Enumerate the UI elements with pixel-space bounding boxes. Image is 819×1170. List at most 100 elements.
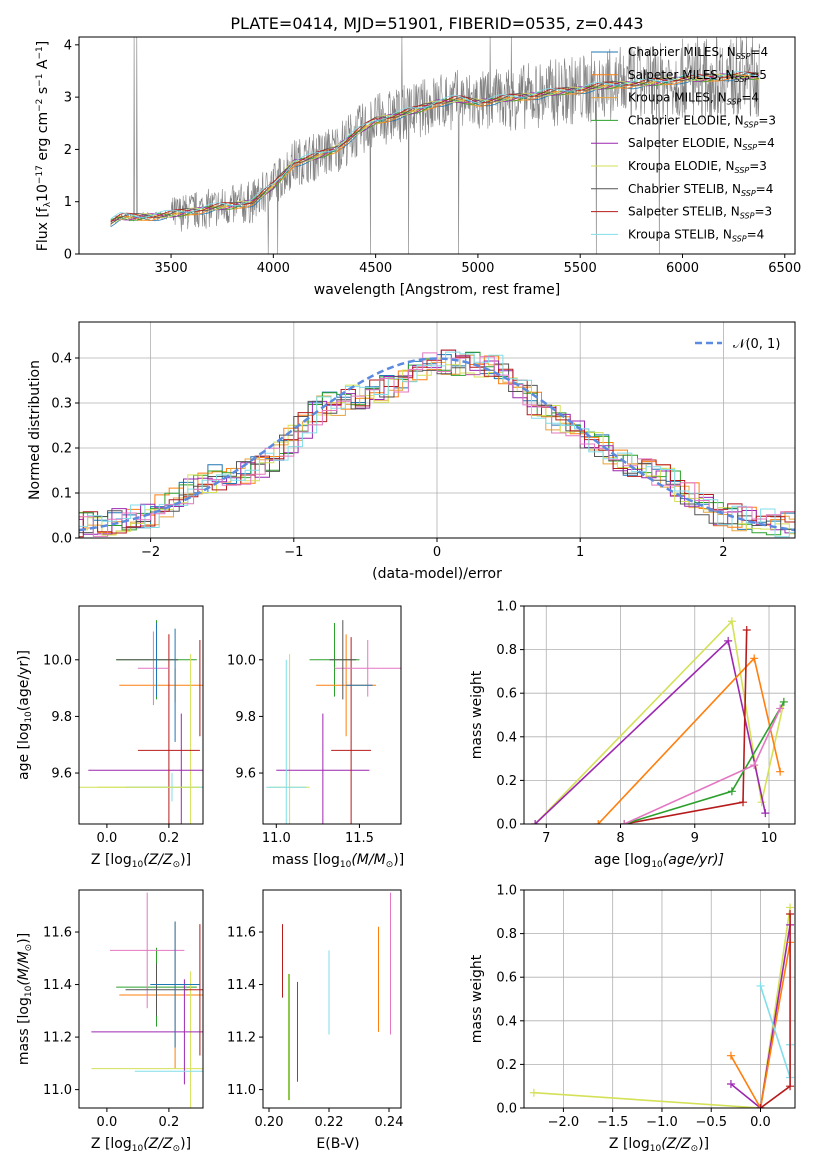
- y-tick-label: 11.0: [43, 1083, 72, 1098]
- mass-z-x-label: Z [log10(Z/Z⊙)]: [91, 1136, 191, 1154]
- residual-y-ticks: 0.0 0.1 0.2 0.3 0.4: [51, 352, 79, 547]
- y-tick-label: 0.4: [496, 730, 517, 745]
- weight-z-marker: [726, 1080, 735, 1089]
- weight-z-line: [759, 985, 791, 1078]
- y-tick-label: 0.2: [496, 774, 517, 789]
- y-tick-label: 11.6: [43, 926, 72, 941]
- x-tick-label: 0.20: [255, 1115, 284, 1130]
- x-tick-label: 9: [691, 831, 699, 846]
- x-tick-label: 8: [616, 831, 624, 846]
- gaussian-legend-label: 𝒩(0, 1): [733, 337, 780, 352]
- model-spectrum-line: [110, 71, 759, 223]
- weight-z-y-ticks: 0.0 0.2 0.4 0.6 0.8 1.0: [496, 884, 524, 1117]
- weight-age-marker: [750, 761, 759, 770]
- age-z-y-ticks: 9.6 9.8 10.0: [43, 653, 79, 782]
- x-tick-label: −2.0: [548, 1115, 580, 1130]
- weight-z-marker: [756, 981, 765, 990]
- y-tick-label: 0.4: [51, 352, 72, 367]
- age-mass-y-ticks: 9.6 9.8 10.0: [227, 653, 263, 782]
- weight-age-y-label: mass weight: [469, 670, 485, 759]
- legend-label: Chabrier MILES, NSSP=4: [628, 45, 768, 61]
- model-spectrum-line: [110, 73, 759, 222]
- weight-age-line: [534, 619, 785, 824]
- weight-age-marker: [724, 636, 733, 645]
- legend-label: Chabrier ELODIE, NSSP=3: [628, 113, 776, 129]
- weight-age-y-ticks: 0.0 0.2 0.4 0.6 0.8 1.0: [496, 600, 524, 833]
- x-tick-label: 7: [542, 831, 550, 846]
- spectrum-y-label: Flux [fλ10−17 erg cm−2 s−1 A−1]: [35, 41, 53, 251]
- residual-histograms: [79, 349, 795, 538]
- legend-label: Salpeter STELIB, NSSP=3: [628, 205, 772, 221]
- x-tick-label: −2: [141, 545, 160, 560]
- age-z-y-label: age [log10(age/yr)]: [16, 650, 34, 780]
- x-tick-label: 4500: [359, 261, 392, 276]
- weight-age-marker: [620, 820, 629, 824]
- y-tick-label: 2: [64, 143, 72, 158]
- spectrum-x-ticks: 3500 4000 4500 5000 5500 6000 6500: [155, 254, 801, 276]
- x-tick-label: 6000: [666, 261, 699, 276]
- age-mass-x-ticks: 11.0 11.5: [262, 824, 374, 846]
- weight-age-marker: [727, 617, 736, 626]
- weight-age-marker: [727, 787, 736, 796]
- y-tick-label: 11.2: [227, 1031, 256, 1046]
- y-tick-label: 0.2: [496, 1058, 517, 1073]
- y-tick-label: 10.0: [227, 653, 256, 668]
- x-tick-label: 0.22: [315, 1115, 344, 1130]
- age-vs-mass-panel: 11.0 11.5 9.6 9.8 10.0 mass [log10(M/M⊙)]: [227, 605, 404, 870]
- x-tick-label: 3500: [155, 261, 188, 276]
- y-tick-label: 0.0: [496, 1102, 517, 1117]
- x-tick-label: −1: [284, 545, 303, 560]
- figure-title: PLATE=0414, MJD=51901, FIBERID=0535, z=0…: [230, 14, 643, 33]
- y-tick-label: 0.1: [51, 487, 72, 502]
- spectrum-y-ticks: 0 1 2 3 4: [64, 38, 79, 263]
- x-tick-label: 2: [719, 545, 727, 560]
- mass-ebv-x-ticks: 0.20 0.22 0.24: [255, 1108, 403, 1130]
- y-tick-label: 0.6: [496, 687, 517, 702]
- y-tick-label: 0: [64, 248, 72, 263]
- weight-age-marker: [776, 767, 785, 776]
- weight-age-marker: [739, 798, 748, 807]
- y-tick-label: 1.0: [496, 884, 517, 899]
- model-spectrum-line: [110, 71, 759, 220]
- weight-age-marker: [776, 704, 785, 713]
- x-tick-label: 4000: [257, 261, 290, 276]
- weight-age-line: [624, 629, 748, 824]
- spectrum-panel: 3500 4000 4500 5000 5500 6000 6500 0 1 2 3 4 wavel…: [35, 36, 801, 298]
- mass-ebv-x-label: E(B-V): [316, 1136, 359, 1152]
- weight-z-grid: [524, 889, 795, 1109]
- weight-z-marker: [756, 1104, 765, 1108]
- weight-age-marker: [531, 820, 540, 824]
- model-spectrum-line: [110, 72, 759, 224]
- weight-z-x-ticks: −2.0 −1.5 −1.0 −0.5 0.0: [548, 1108, 771, 1130]
- x-tick-label: 0: [433, 545, 441, 560]
- weight-age-marker: [779, 697, 788, 706]
- legend-label: Salpeter ELODIE, NSSP=4: [628, 136, 775, 152]
- legend-label: Chabrier STELIB, NSSP=4: [628, 182, 773, 198]
- weight-age-grid: [524, 605, 795, 825]
- legend-label: Kroupa ELODIE, NSSP=3: [628, 159, 767, 175]
- x-tick-label: 5500: [564, 261, 597, 276]
- y-tick-label: 0.0: [51, 532, 72, 547]
- weight-age-marker: [750, 654, 759, 663]
- mass-vs-ebv-panel: 0.20 0.22 0.24 11.0 11.2 11.4 11.6 E(B-V): [227, 889, 403, 1152]
- weight-age-x-label: age [log10(age/yr)]: [594, 852, 724, 870]
- x-tick-label: 6500: [768, 261, 801, 276]
- mass-vs-z-panel: 0.0 0.2 11.0 11.2 11.4 11.6 Z [log10(Z/Z⊙)] m…: [16, 889, 204, 1154]
- mass-z-y-ticks: 11.0 11.2 11.4 11.6: [43, 926, 79, 1098]
- x-tick-label: 0.0: [97, 831, 118, 846]
- x-tick-label: 0.2: [159, 1115, 180, 1130]
- age-z-x-label: Z [log10(Z/Z⊙)]: [91, 852, 191, 870]
- weight-z-x-label: Z [log10(Z/Z⊙)]: [609, 1136, 709, 1154]
- x-tick-label: −1.5: [597, 1115, 629, 1130]
- y-tick-label: 0.6: [496, 971, 517, 986]
- age-vs-z-panel: 0.0 0.2 9.6 9.8 10.0 Z [log10(Z/Z⊙)] age [lo…: [16, 605, 204, 870]
- age-z-errorbars: [79, 620, 203, 824]
- weight-z-marker: [786, 909, 795, 918]
- legend-label: Salpeter MILES, NSSP=5: [628, 68, 767, 84]
- x-tick-label: 0.0: [750, 1115, 771, 1130]
- spectrum-legend: Chabrier MILES, NSSP=4 Salpeter MILES, NS…: [591, 45, 776, 243]
- y-tick-label: 9.6: [235, 767, 256, 782]
- residual-histogram-step: [79, 352, 795, 537]
- y-tick-label: 11.0: [227, 1083, 256, 1098]
- weight-age-marker: [742, 625, 751, 634]
